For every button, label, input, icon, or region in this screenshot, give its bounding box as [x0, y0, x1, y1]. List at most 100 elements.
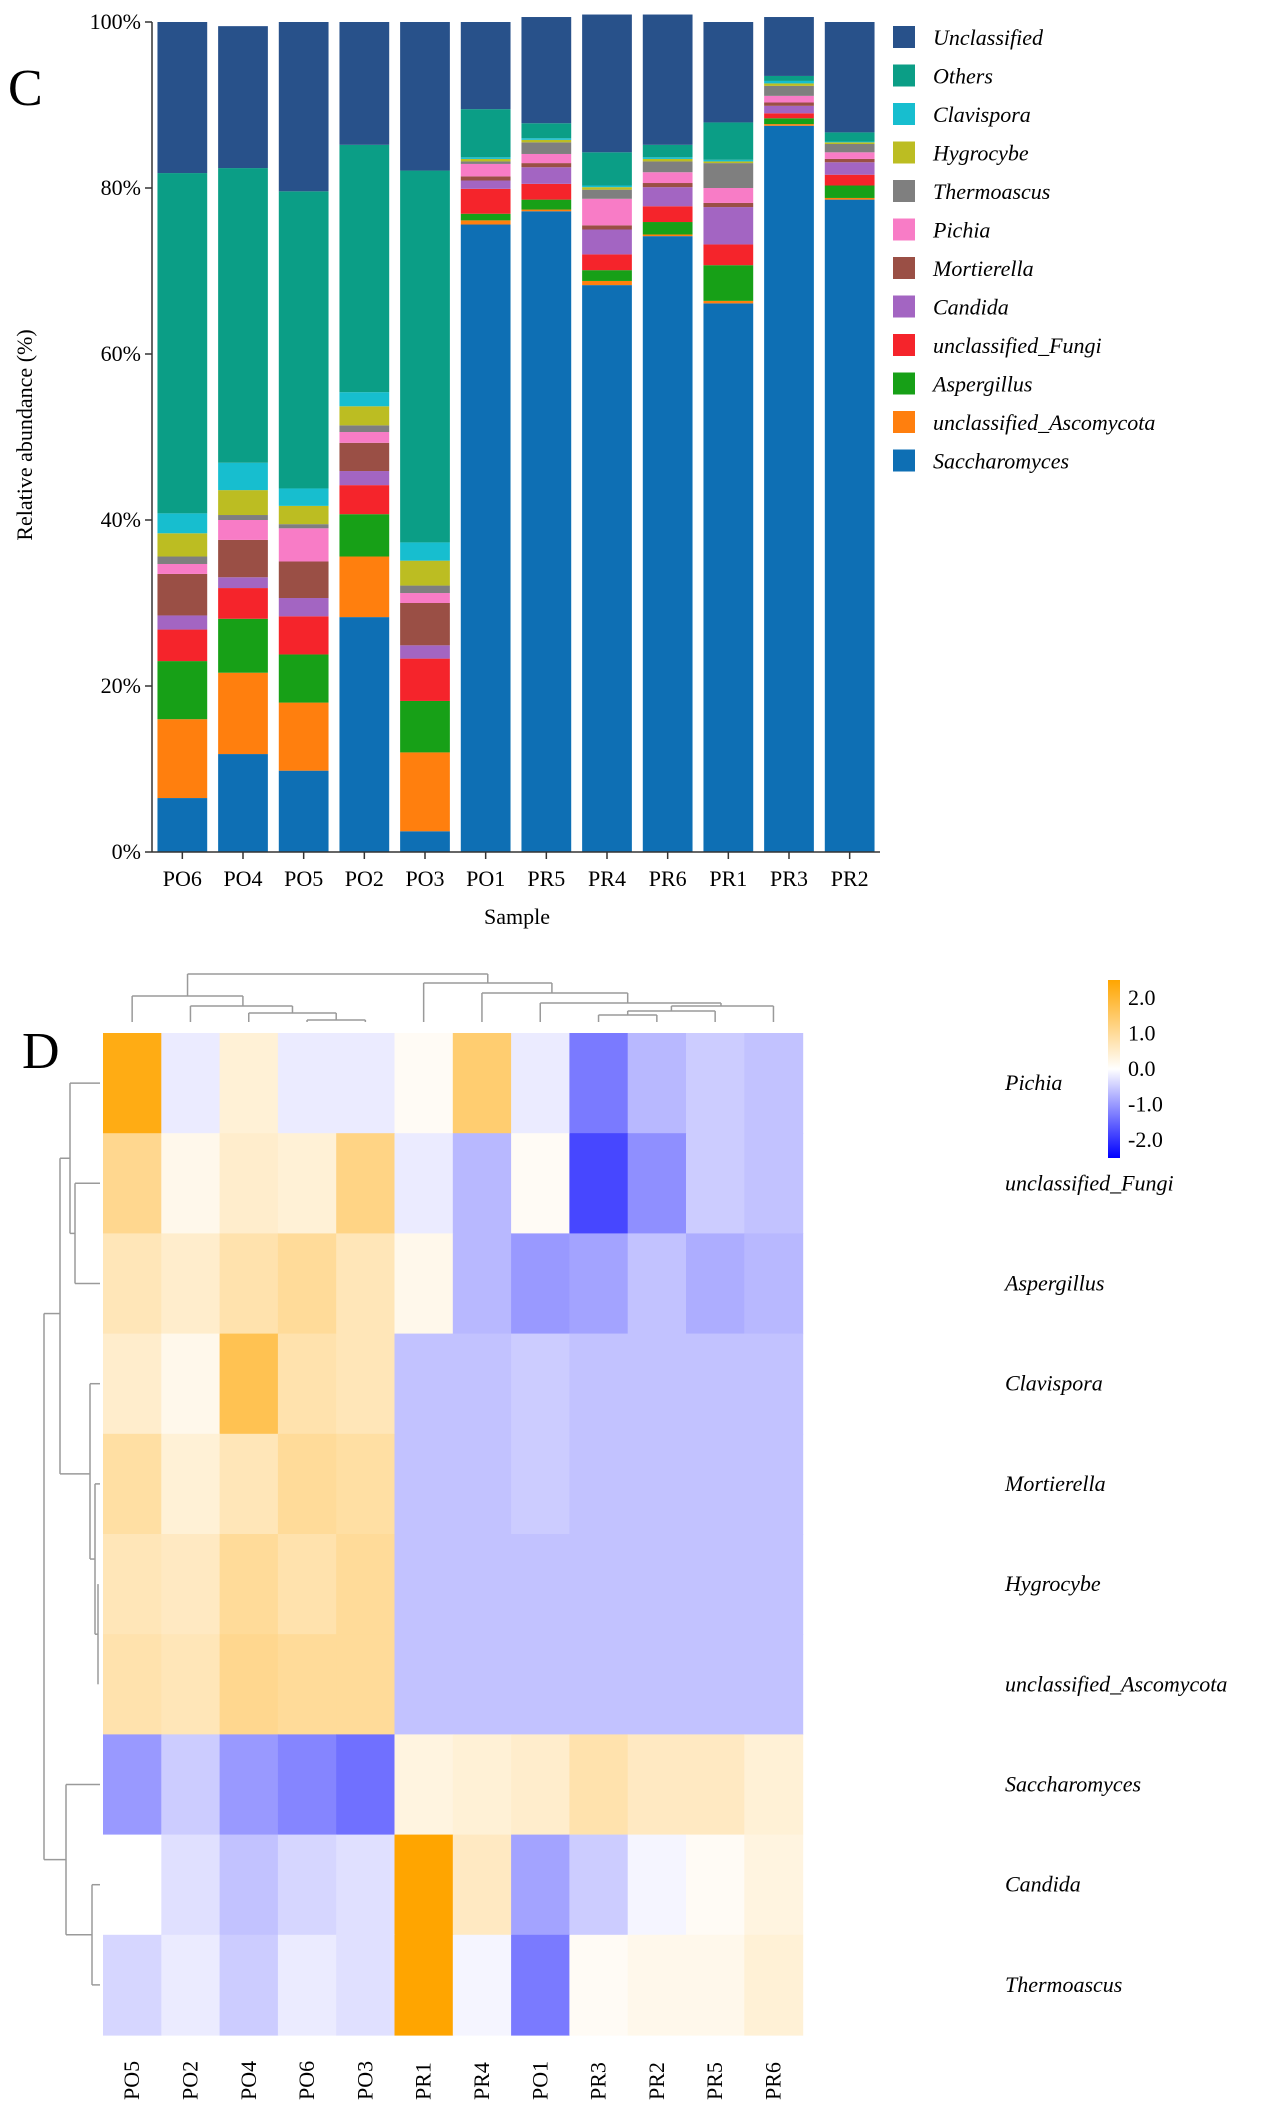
heatmap-cell: [686, 1734, 745, 1836]
bar-segment: [582, 189, 632, 199]
heatmap-cell: [627, 1634, 687, 1735]
bar-segment: [400, 700, 450, 753]
heatmap-cell: [569, 1534, 629, 1635]
bar-segment: [400, 645, 450, 659]
y-tick-label: 60%: [101, 341, 141, 366]
heatmap-cell: [511, 1133, 570, 1234]
bar-segment: [703, 303, 754, 852]
heatmap-cell: [627, 1433, 687, 1535]
bar-segment: [218, 588, 268, 619]
bar-stack-group: [157, 14, 875, 853]
bar-segment: [339, 392, 390, 407]
heatmap-cell: [452, 1233, 512, 1335]
color-scale: 2.0 1.0 0.0 -1.0 -2.0: [1108, 980, 1163, 1158]
bar-segment: [157, 798, 208, 852]
bar-segment: [460, 176, 511, 181]
color-scale-label: -1.0: [1128, 1092, 1163, 1117]
legend-swatch: [893, 295, 915, 318]
heatmap-cell: [277, 1734, 337, 1836]
bar-segment: [278, 654, 329, 703]
bar-segment: [278, 598, 329, 617]
heatmap-cell: [219, 1934, 279, 2036]
y-tick-label: 80%: [101, 175, 141, 200]
heatmap-cell: [686, 1634, 745, 1735]
heatmap-cell: [569, 1634, 629, 1735]
panel-label-c: C: [8, 60, 43, 117]
bar-segment: [642, 144, 693, 158]
x-tick-label: PO3: [405, 866, 444, 891]
bar-segment: [157, 563, 208, 574]
heatmap-cell: [336, 1634, 396, 1735]
bar-segment: [339, 144, 390, 393]
bar-segment: [521, 209, 572, 212]
bar-segment: [400, 831, 450, 852]
heatmap-cell: [103, 1033, 162, 1134]
column-label: PO3: [352, 2061, 377, 2100]
column-label: PR2: [644, 2062, 669, 2100]
x-tick-label: PR3: [770, 866, 808, 891]
bar-segment: [218, 490, 268, 516]
color-scale-label: 2.0: [1128, 985, 1156, 1010]
bar-segment: [460, 161, 511, 164]
bar-segment: [218, 462, 268, 491]
bar-segment: [521, 163, 572, 168]
heatmap-cell: [161, 1333, 221, 1435]
bar-segment: [764, 124, 814, 126]
heatmap-cell: [569, 1133, 629, 1234]
bar-segment: [218, 520, 268, 540]
heatmap-cell: [277, 1333, 337, 1435]
bar-segment: [703, 161, 754, 164]
bar-segment: [400, 170, 450, 543]
column-labels: PO5 PO2 PO4 PO6 PO3 PR1 PR4 PO1 PR3 PR2 PR5 PR6: [119, 2061, 785, 2100]
legend-label: Clavispora: [933, 102, 1031, 127]
bar-segment: [157, 556, 208, 564]
legend-label: unclassified_Fungi: [933, 333, 1102, 358]
x-tick-label: PR5: [527, 866, 565, 891]
bar-segment: [642, 234, 693, 237]
bar-segment: [824, 197, 875, 200]
x-tick-label: PR6: [649, 866, 687, 891]
bar-segment: [460, 188, 511, 214]
heatmap-cell: [161, 1534, 221, 1635]
x-tick-label: PO5: [284, 866, 323, 891]
bar-segment: [824, 144, 875, 153]
bar-segment: [339, 617, 390, 852]
heatmap-cell: [569, 1934, 629, 2036]
bar-segment: [521, 167, 572, 184]
heatmap-cell: [394, 1734, 454, 1836]
heatmap-cell: [219, 1433, 279, 1535]
row-label: Clavispora: [1005, 1371, 1103, 1396]
bar-segment: [582, 225, 632, 230]
column-label: PO1: [527, 2061, 552, 2100]
heatmap-cell: [744, 1033, 804, 1134]
heatmap-cell: [219, 1333, 279, 1435]
bar-segment: [764, 80, 814, 84]
bar-segment: [400, 560, 450, 586]
bar-segment: [824, 162, 875, 175]
bar-segment: [218, 577, 268, 589]
bar-segment: [460, 157, 511, 159]
heatmap-cell: [219, 1534, 279, 1635]
bar-segment: [339, 471, 390, 486]
bar-segment: [157, 533, 208, 557]
bar-segment: [824, 152, 875, 159]
legend-swatch: [893, 372, 915, 395]
bar-segment: [339, 514, 390, 557]
bar-segment: [764, 118, 814, 125]
heatmap-cell: [219, 1033, 279, 1134]
bar-segment: [824, 141, 875, 143]
heatmap-cell: [452, 1433, 512, 1535]
x-tick-label: PR2: [831, 866, 869, 891]
row-label: Aspergillus: [1003, 1271, 1104, 1296]
bar-segment: [582, 14, 632, 153]
bar-segment: [339, 442, 390, 472]
bar-segment: [642, 161, 693, 173]
bar-segment: [278, 702, 329, 771]
heatmap-cell: [511, 1033, 570, 1134]
heatmap-cell: [452, 1734, 512, 1836]
legend: Unclassified Others Clavispora Hygrocybe The…: [893, 25, 1155, 474]
heatmap-cell: [394, 1834, 454, 1936]
bar-segment: [703, 188, 754, 203]
heatmap-cell: [511, 1734, 570, 1836]
panel-label-d: D: [22, 1023, 60, 1080]
